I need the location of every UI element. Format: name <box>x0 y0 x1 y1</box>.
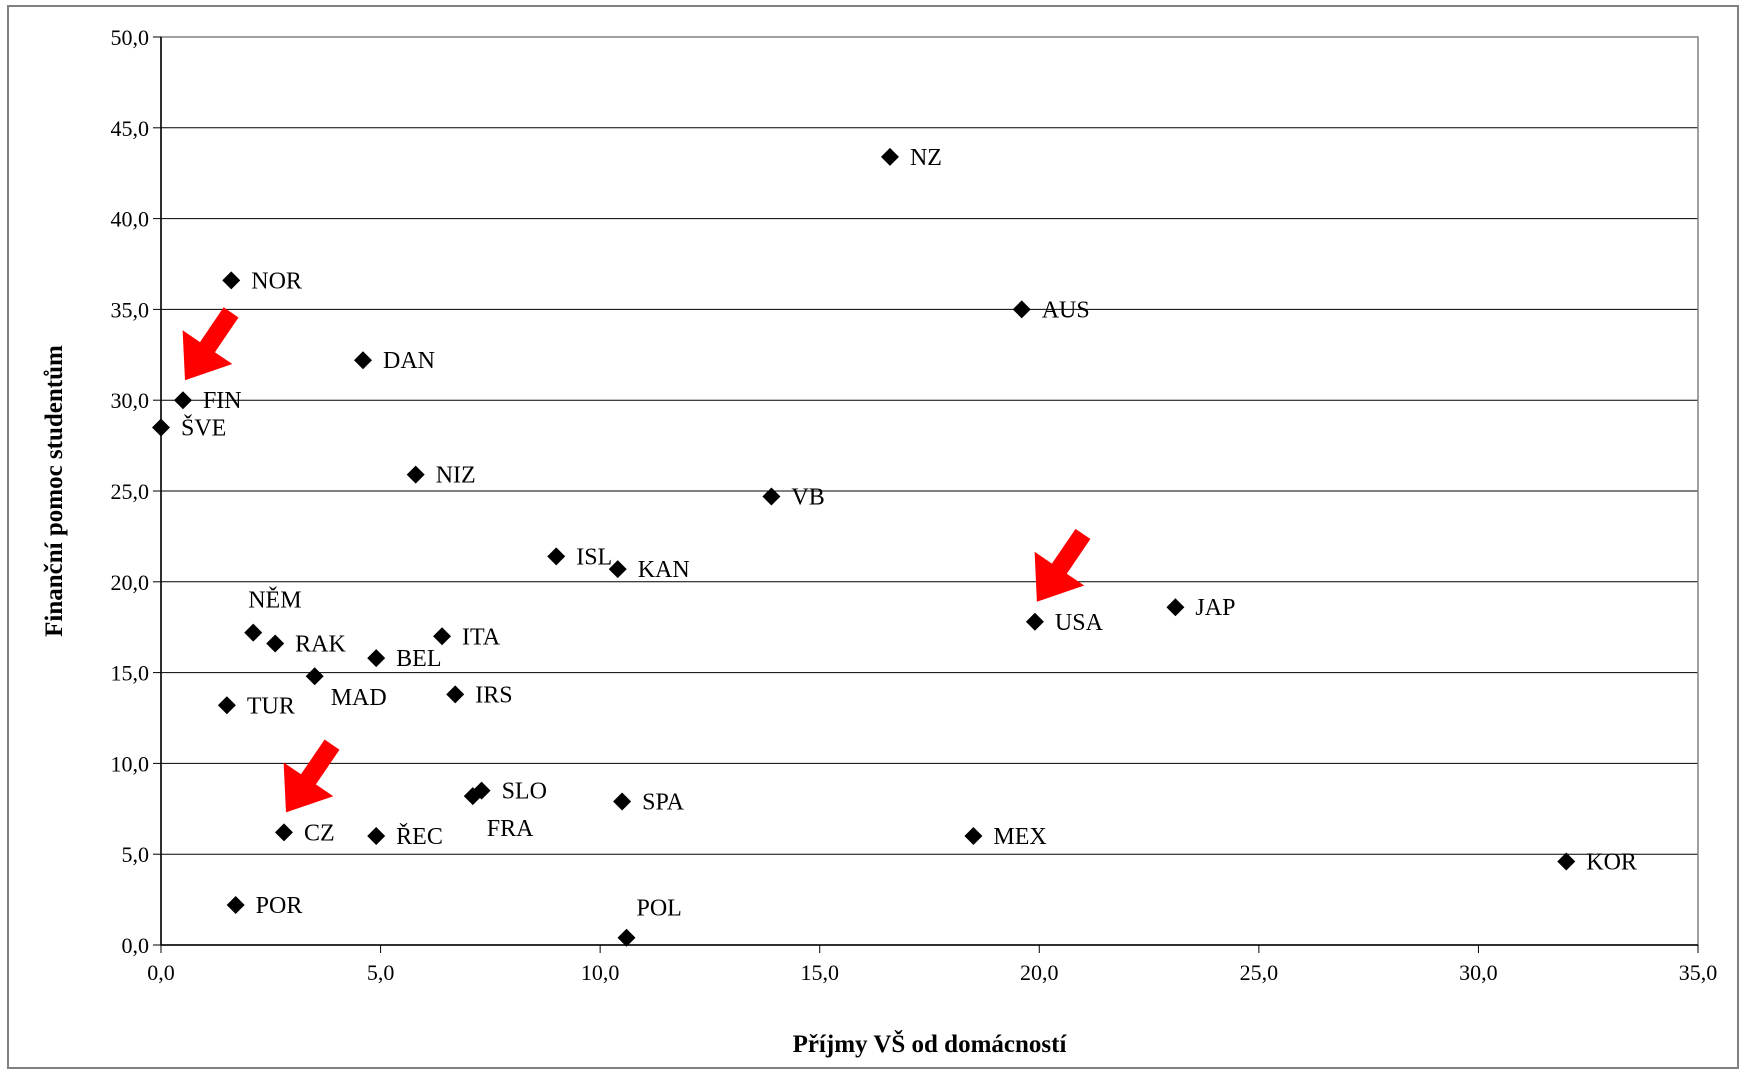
x-tick-label: 0,0 <box>147 960 175 985</box>
point-label: ŠVE <box>181 414 226 441</box>
point-label: DAN <box>383 348 435 374</box>
data-point <box>266 634 285 653</box>
y-tick-label: 45,0 <box>111 116 150 141</box>
point-label: KOR <box>1586 849 1637 875</box>
x-tick-label: 15,0 <box>800 960 839 985</box>
point-label: SLO <box>502 779 547 805</box>
point-label: FRA <box>487 816 534 842</box>
point-label: KAN <box>638 557 690 583</box>
y-tick-label: 20,0 <box>111 570 150 595</box>
x-tick-label: 25,0 <box>1240 960 1279 985</box>
data-point <box>446 685 465 704</box>
y-tick-label: 50,0 <box>111 25 150 50</box>
y-tick-label: 25,0 <box>111 479 150 504</box>
y-tick-label: 15,0 <box>111 661 150 686</box>
point-label: BEL <box>396 646 441 672</box>
point-label: ISL <box>576 544 612 570</box>
point-label: NZ <box>910 145 942 171</box>
data-point <box>880 147 899 166</box>
data-point <box>367 649 386 668</box>
data-point <box>1012 300 1031 319</box>
data-point <box>613 792 632 811</box>
data-point <box>244 623 263 642</box>
point-label: ITA <box>462 624 501 650</box>
highlight-arrows <box>182 307 1091 813</box>
point-label: RAK <box>295 632 346 658</box>
point-label: SPA <box>642 790 684 816</box>
data-point <box>173 391 192 410</box>
chart-border <box>7 5 1739 1069</box>
data-point <box>1166 598 1185 617</box>
data-point <box>217 696 236 715</box>
y-tick-label: 40,0 <box>111 207 150 232</box>
y-tick-label: 5,0 <box>122 842 150 867</box>
point-label: NIZ <box>436 463 476 489</box>
point-label: AUS <box>1042 297 1090 323</box>
point-label: ŘEC <box>396 824 443 850</box>
highlight-arrow <box>1034 528 1091 602</box>
point-label: FIN <box>203 388 242 414</box>
y-tick-label: 35,0 <box>111 297 150 322</box>
point-label: VB <box>791 484 824 510</box>
point-label: IRS <box>475 682 512 708</box>
x-tick-label: 5,0 <box>367 960 395 985</box>
data-point <box>608 560 627 579</box>
data-point <box>354 351 373 370</box>
point-label: TUR <box>247 693 295 719</box>
data-point <box>305 667 324 686</box>
y-axis-title: Finanční pomoc studentům <box>41 345 68 637</box>
y-tick-label: 0,0 <box>122 933 150 958</box>
point-label: POL <box>636 896 681 922</box>
data-point <box>964 827 983 846</box>
x-tick-label: 20,0 <box>1020 960 1059 985</box>
gridlines <box>161 127 1698 855</box>
data-point <box>152 418 170 437</box>
point-label: MEX <box>993 824 1046 850</box>
data-point <box>433 627 452 646</box>
data-point <box>463 787 482 806</box>
highlight-arrow <box>182 307 239 381</box>
data-point <box>226 896 245 915</box>
data-point <box>367 827 386 846</box>
y-tick-label: 10,0 <box>111 751 150 776</box>
point-label: MAD <box>331 685 387 711</box>
data-point <box>762 487 781 506</box>
x-tick-label: 30,0 <box>1459 960 1498 985</box>
data-point <box>274 823 293 842</box>
highlight-arrow <box>283 739 340 813</box>
data-point <box>1557 852 1576 871</box>
x-axis-title: Příjmy VŠ od domácností <box>793 1030 1068 1058</box>
point-label: POR <box>256 893 303 919</box>
point-label: NĚM <box>248 588 301 614</box>
x-tick-label: 10,0 <box>581 960 620 985</box>
data-point <box>547 547 566 566</box>
point-label: USA <box>1055 610 1104 636</box>
data-point <box>222 271 241 290</box>
data-point <box>617 928 636 947</box>
point-label: NOR <box>251 268 302 294</box>
data-point <box>1025 612 1044 631</box>
y-tick-label: 30,0 <box>111 388 150 413</box>
data-point <box>406 465 425 484</box>
x-tick-label: 35,0 <box>1679 960 1718 985</box>
point-label: JAP <box>1195 595 1235 621</box>
axes: 0,0 5,0 10,0 15,0 20,0 25,0 30,0 35,0 40,0 45,0 50… <box>111 25 1718 985</box>
point-label: CZ <box>304 820 335 846</box>
